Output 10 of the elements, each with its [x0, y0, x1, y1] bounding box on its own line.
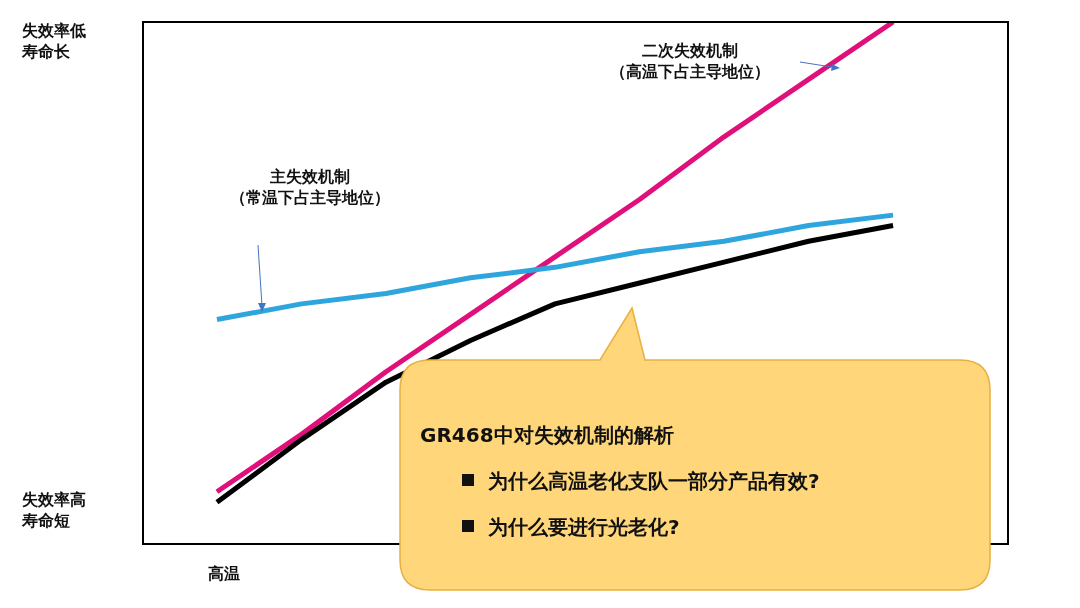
text: 失效率低寿命长 — [22, 20, 87, 62]
text: 失效率高寿命短 — [22, 489, 87, 531]
annotation: 为什么要进行光老化? — [488, 515, 680, 539]
annotation: 主失效机制 — [269, 166, 351, 187]
annotation: 为什么高温老化支队一部分产品有效? — [488, 469, 820, 493]
text: 高温 — [208, 563, 240, 584]
annotation: 二次失效机制 — [641, 40, 739, 61]
annotation: （常温下占主导地位） — [229, 187, 391, 208]
annotation: GR468中对失效机制的解析 — [420, 422, 674, 448]
annotation: （高温下占主导地位） — [609, 61, 771, 82]
